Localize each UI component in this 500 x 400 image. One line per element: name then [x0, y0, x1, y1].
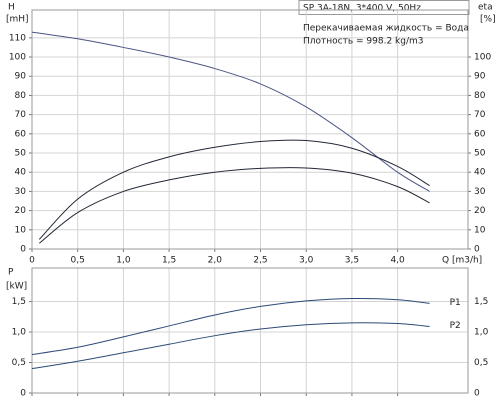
y-tick-label: 10 [15, 225, 27, 235]
y-tick-label: 0 [20, 245, 26, 255]
y-tick-label: 20 [15, 206, 27, 216]
y-tick-label: 40 [15, 168, 27, 178]
curve [31, 297, 430, 356]
y2-tick-label: 30 [474, 187, 486, 197]
x-tick-label: 1,0 [116, 256, 131, 266]
series-label: P2 [450, 321, 461, 331]
y-tick-label: 50 [15, 149, 27, 159]
y-tick-label: 90 [15, 72, 27, 82]
y2-tick-label: 60 [474, 129, 486, 139]
y-unit: [kW] [6, 282, 27, 292]
y2-tick-label: 10 [474, 225, 486, 235]
y2-unit: [%] [480, 15, 496, 25]
y2-tick-label: 0 [474, 245, 480, 255]
annotation: Плотность = 998.2 kg/m3 [303, 37, 424, 47]
y-tick-label: 1,5 [12, 297, 26, 307]
title-box [298, 0, 470, 15]
y2-label: eta [478, 3, 493, 13]
y-tick-label-right: 1,0 [474, 328, 489, 338]
y-tick-label-right: 0,5 [474, 358, 488, 368]
y-tick-label-right: 1,5 [474, 297, 488, 307]
y2-tick-label: 70 [474, 110, 486, 120]
plot-frame [31, 9, 469, 250]
x-tick-label: 4,0 [390, 256, 405, 266]
y-label: H [8, 3, 15, 13]
curve [38, 167, 430, 244]
y-unit: [mH] [6, 15, 29, 25]
x-tick-label: 2,0 [208, 256, 223, 266]
x-tick-label: 0 [29, 256, 35, 266]
annotation: Перекачиваемая жидкость = Вода [303, 24, 469, 34]
plot-frame [31, 267, 469, 394]
y2-tick-label: 80 [474, 91, 486, 101]
x-label: Q [m3/h] [442, 256, 482, 266]
curve [31, 322, 430, 370]
y2-tick-label: 100 [474, 53, 491, 63]
x-tick-label: 0,5 [71, 256, 85, 266]
x-tick-label: 2,5 [253, 256, 267, 266]
y2-tick-label: 20 [474, 206, 486, 216]
y-tick-label: 110 [9, 33, 26, 43]
y2-tick-label: 90 [474, 72, 486, 82]
y-tick-label: 0,5 [12, 358, 26, 368]
y-tick-label: 1,0 [12, 328, 27, 338]
curve [38, 139, 430, 240]
y-tick-label-right: 0 [474, 389, 480, 399]
y-tick-label: 80 [15, 91, 27, 101]
chart-title: SP 3A-18N, 3*400 V, 50Hz [303, 4, 421, 14]
series-label: P1 [450, 298, 461, 308]
x-tick-label: 1,5 [162, 256, 176, 266]
y2-tick-label: 50 [474, 149, 486, 159]
y-tick-label: 0 [20, 389, 26, 399]
y-tick-label: 70 [15, 110, 27, 120]
y-label: P [8, 268, 14, 278]
y-tick-label: 100 [9, 53, 26, 63]
y-tick-label: 30 [15, 187, 27, 197]
x-tick-label: 3,5 [345, 256, 359, 266]
x-tick-label: 3,0 [299, 256, 314, 266]
y-tick-label: 60 [15, 129, 27, 139]
curve [31, 31, 430, 192]
y2-tick-label: 40 [474, 168, 486, 178]
